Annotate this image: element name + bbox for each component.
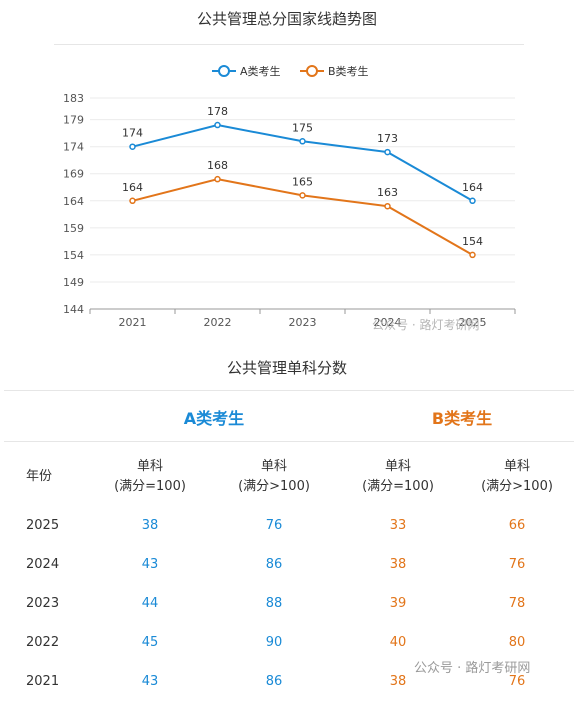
y-tick-label: 179	[63, 114, 84, 127]
row-year: 2024	[26, 557, 60, 572]
data-point	[129, 197, 136, 205]
data-point	[299, 192, 306, 199]
data-label: 175	[292, 121, 313, 134]
data-point	[469, 251, 476, 259]
header-b-full100: 单科 (满分=100)	[336, 448, 460, 506]
table-row: 2021 43 86 38 76	[4, 662, 574, 701]
header-single-label: 单科	[260, 459, 287, 474]
cell-b-fullgt100: 78	[508, 596, 526, 611]
data-point	[384, 148, 391, 156]
legend-swatch-marker	[306, 65, 318, 77]
table-row: 2022 45 90 40 80	[4, 623, 574, 662]
row-year: 2022	[26, 635, 60, 650]
header-b-fullgt100: 单科 (满分>100)	[460, 448, 574, 506]
data-point	[129, 143, 136, 150]
data-label: 154	[462, 235, 483, 248]
cell-b-fullgt100: 76	[508, 557, 526, 572]
cell-a-full100: 44	[141, 596, 159, 611]
y-tick-label: 169	[63, 168, 84, 181]
cell-b-full100: 39	[389, 596, 407, 611]
group-heading-divider	[4, 441, 574, 442]
data-label: 165	[292, 175, 313, 188]
x-tick-label: 2025	[459, 316, 487, 329]
group-b-heading: B类考生	[431, 409, 493, 428]
cell-a-fullgt100: 86	[265, 557, 283, 572]
table-row: 2024 43 86 38 76	[4, 545, 574, 584]
data-point	[299, 138, 306, 145]
y-tick-label: 149	[63, 276, 84, 289]
cell-a-full100: 43	[141, 557, 159, 572]
cell-b-fullgt100: 66	[508, 518, 526, 533]
chart-watermark: 公众号 · 路灯考研网	[372, 318, 480, 332]
header-single-label: 单科	[503, 459, 530, 474]
header-full-label: (满分>100)	[238, 479, 310, 494]
cell-a-fullgt100: 90	[265, 635, 283, 650]
cell-a-fullgt100: 88	[265, 596, 283, 611]
cell-b-full100: 33	[389, 518, 407, 533]
cell-b-full100: 38	[389, 557, 407, 572]
table-header-row: 年份 单科 (满分=100) 单科 (满分>100) 单科 (满分=100) 单科 (满…	[4, 448, 574, 506]
y-tick-label: 164	[63, 195, 84, 208]
x-tick-label: 2024	[374, 316, 402, 329]
legend-label: B类考生	[328, 64, 369, 78]
header-full-label: (满分=100)	[362, 479, 434, 494]
table-watermark: 公众号 · 路灯考研网	[414, 661, 531, 676]
data-point	[469, 197, 476, 205]
cell-b-fullgt100: 80	[508, 635, 526, 650]
row-year: 2025	[26, 518, 60, 533]
y-tick-label: 174	[63, 141, 84, 154]
data-point	[214, 121, 221, 129]
x-tick-label: 2023	[289, 316, 317, 329]
series-line	[132, 124, 473, 202]
chart-title-divider	[54, 44, 524, 45]
y-tick-label: 154	[63, 249, 84, 262]
series-line	[132, 178, 473, 256]
header-a-fullgt100: 单科 (满分>100)	[212, 448, 336, 506]
x-tick-label: 2022	[204, 316, 232, 329]
table-row: 2025 38 76 33 66	[4, 506, 574, 545]
header-full-label: (满分=100)	[114, 479, 186, 494]
cell-a-full100: 45	[141, 635, 159, 650]
cell-b-fullgt100: 76	[508, 674, 526, 689]
header-single-label: 单科	[384, 459, 411, 474]
chart-title: 公共管理总分国家线趋势图	[196, 10, 377, 28]
data-label: 168	[207, 159, 228, 172]
data-label: 163	[377, 186, 398, 199]
legend-swatch-marker	[218, 65, 230, 77]
cell-a-fullgt100: 86	[265, 674, 283, 689]
cell-a-full100: 43	[141, 674, 159, 689]
cell-b-full100: 38	[389, 674, 407, 689]
y-tick-label: 144	[63, 303, 84, 316]
table-title-divider	[4, 390, 574, 391]
line-chart: 144 149 154 159 164 169 174 179 183 2021 2022 2023 2…	[63, 64, 516, 329]
cell-a-fullgt100: 76	[265, 518, 283, 533]
data-label: 178	[207, 105, 228, 118]
header-single-label: 单科	[136, 459, 163, 474]
data-point	[384, 202, 391, 210]
table-row: 2023 44 88 39 78	[4, 584, 574, 623]
header-full-label: (满分>100)	[481, 479, 553, 494]
cell-a-full100: 38	[141, 518, 159, 533]
y-tick-label: 183	[63, 92, 84, 105]
data-point	[214, 175, 221, 183]
data-label: 174	[122, 127, 143, 140]
row-year: 2021	[26, 674, 60, 689]
cell-b-full100: 40	[389, 635, 407, 650]
header-a-full100: 单科 (满分=100)	[88, 448, 212, 506]
legend-label: A类考生	[240, 64, 281, 78]
table-title: 公共管理单科分数	[226, 359, 347, 377]
y-tick-label: 159	[63, 222, 84, 235]
header-year: 年份	[26, 469, 53, 484]
data-label: 164	[122, 181, 143, 194]
group-a-heading: A类考生	[183, 409, 245, 428]
x-tick-label: 2021	[119, 316, 147, 329]
data-label: 173	[377, 132, 398, 145]
data-label: 164	[462, 181, 483, 194]
scores-table: 年份 单科 (满分=100) 单科 (满分>100) 单科 (满分=100) 单科 (满…	[4, 448, 574, 701]
row-year: 2023	[26, 596, 60, 611]
